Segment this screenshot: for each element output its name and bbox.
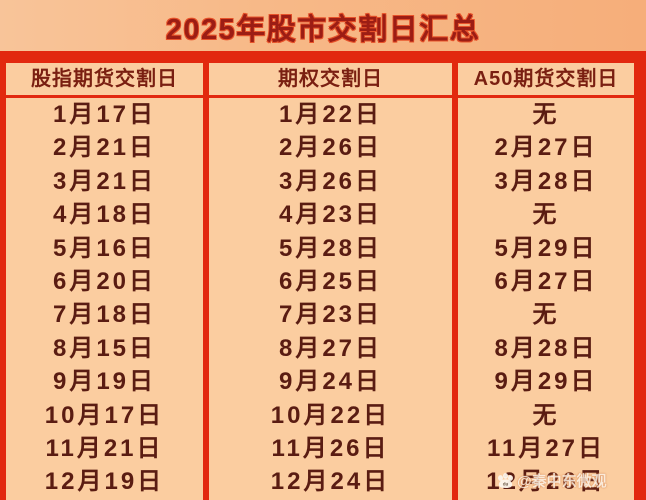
svg-text:du: du (503, 481, 509, 486)
